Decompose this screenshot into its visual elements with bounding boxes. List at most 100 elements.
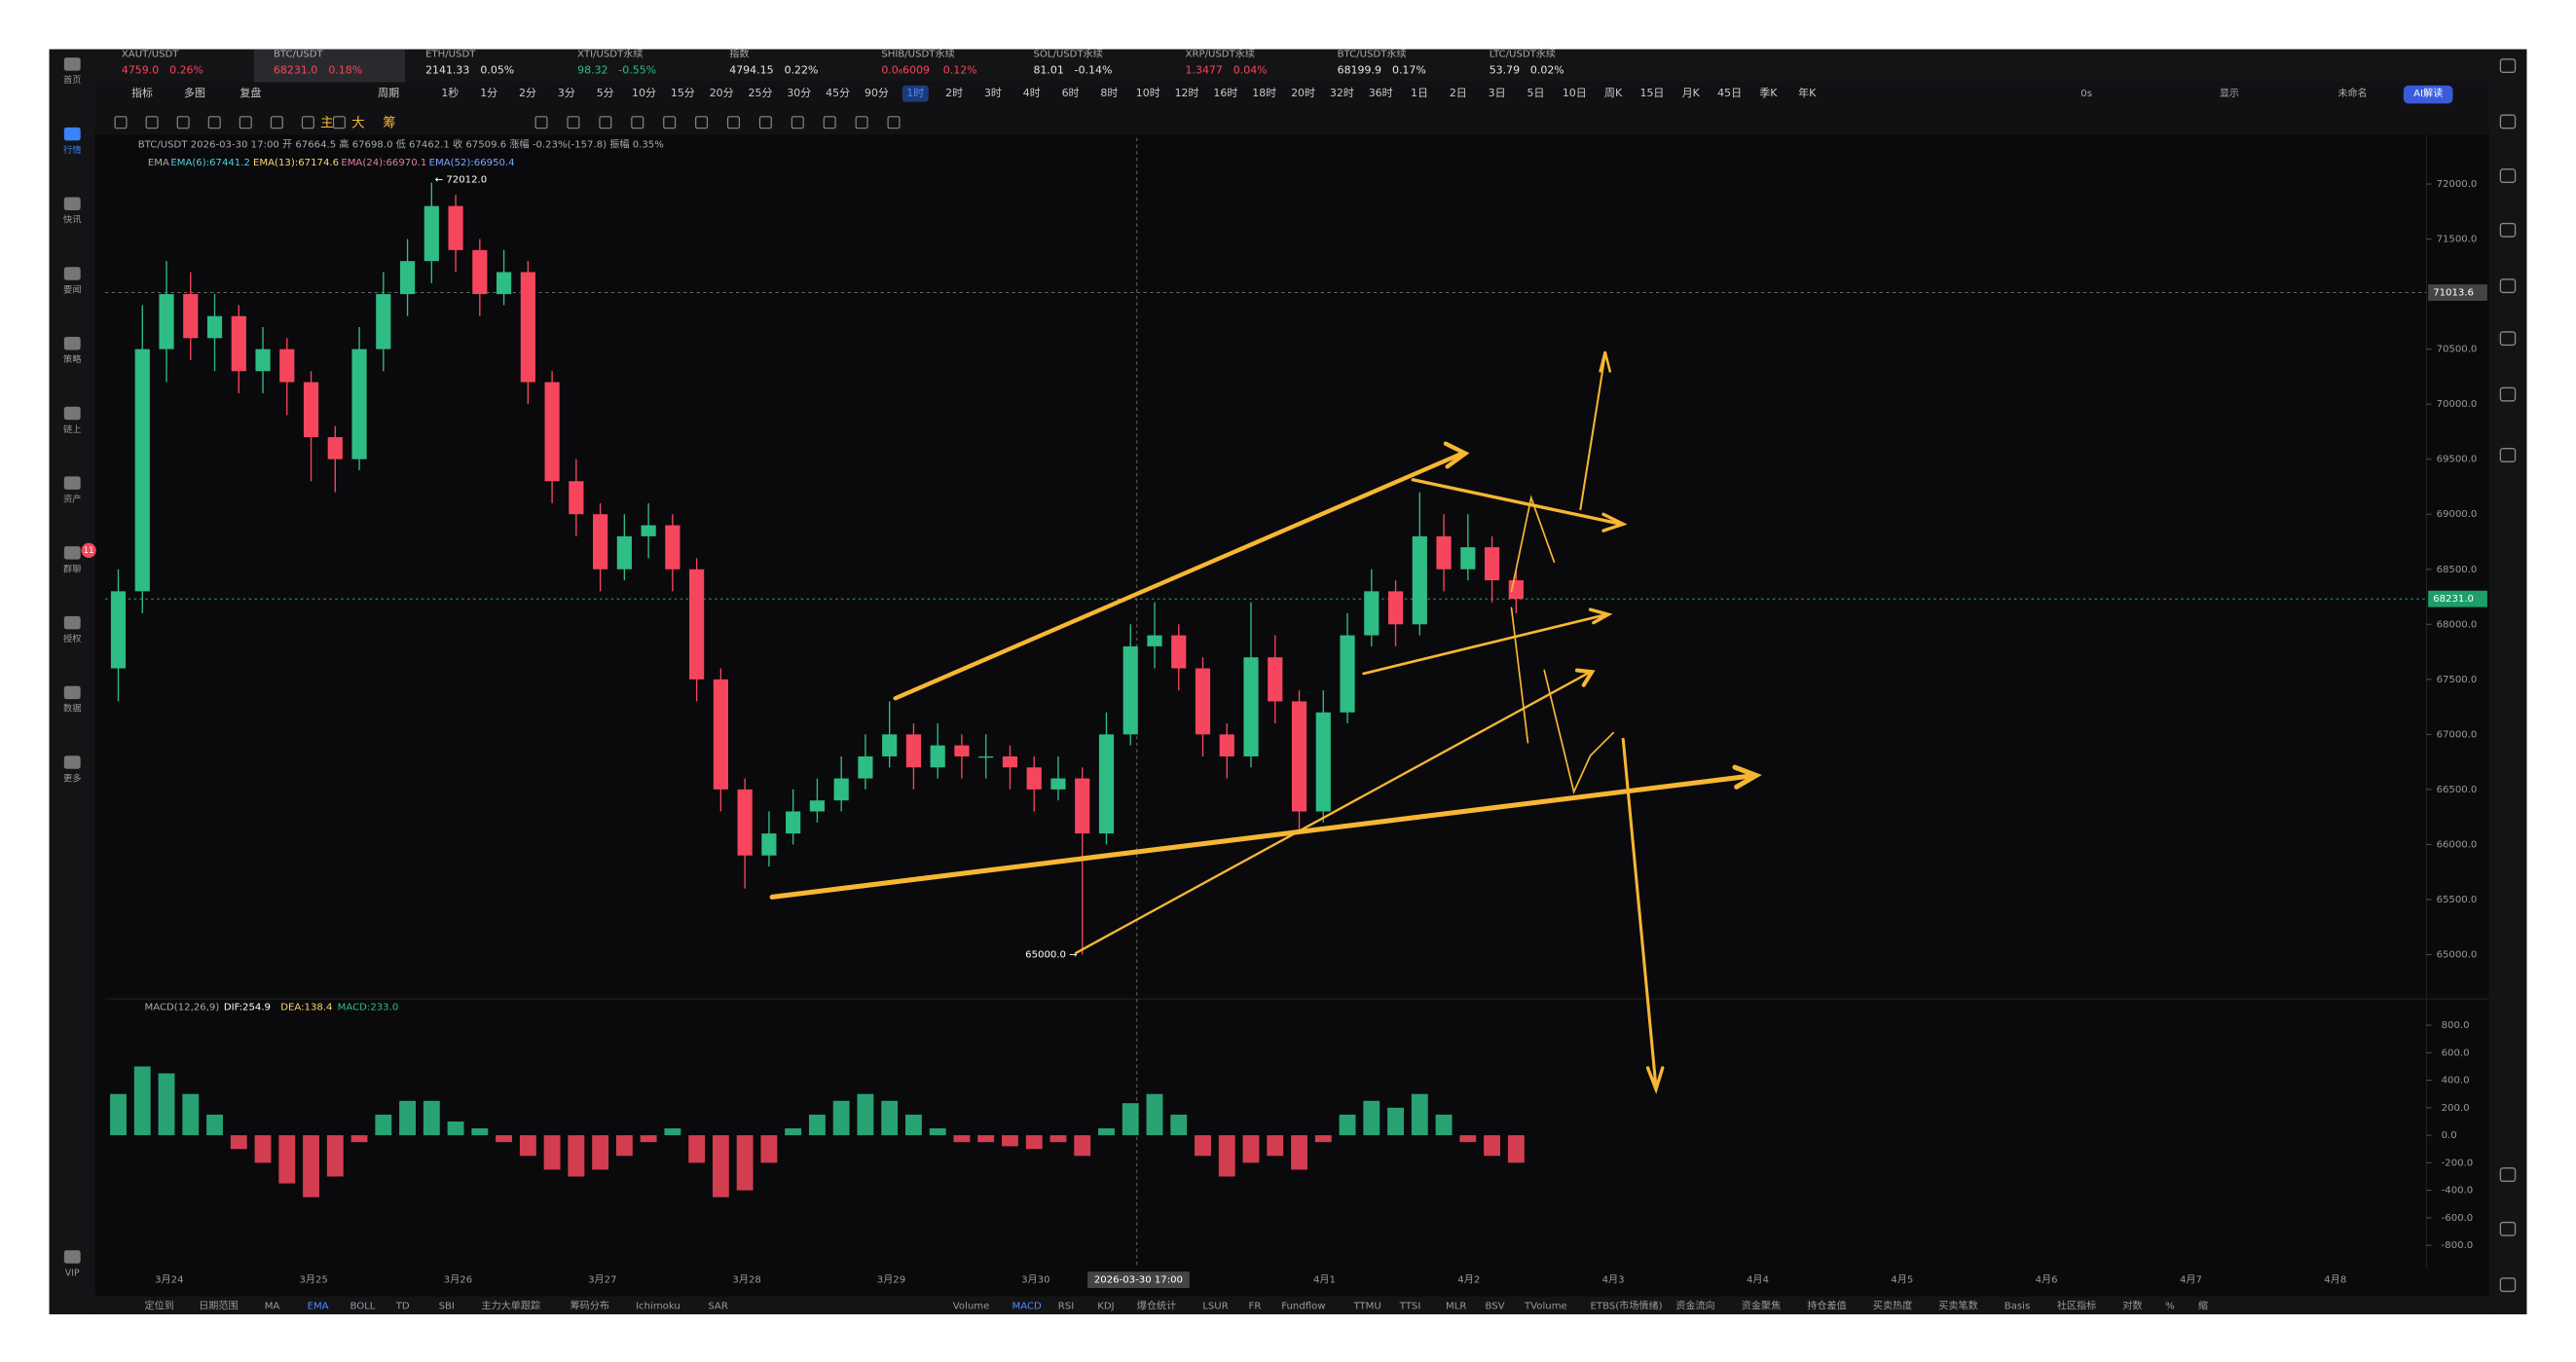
sidebar-icon[interactable] <box>63 685 81 700</box>
period-button[interactable]: 1日 <box>1411 87 1428 99</box>
period-button[interactable]: 1时 <box>906 87 924 99</box>
tool-icon[interactable] <box>2499 222 2517 238</box>
draw-tool[interactable] <box>599 116 612 129</box>
draw-tool[interactable] <box>695 116 709 129</box>
mode-button[interactable]: 筹 <box>383 115 396 131</box>
indicator-tab[interactable]: 社区指标 <box>2057 1300 2096 1312</box>
draw-tool[interactable] <box>663 116 677 129</box>
indicator-tab[interactable]: FR <box>1249 1302 1262 1312</box>
draw-tool[interactable] <box>791 116 804 129</box>
tool-icon[interactable] <box>2499 1277 2517 1293</box>
draw-tool[interactable] <box>332 116 346 129</box>
indicator-tab[interactable]: 日期范围 <box>199 1300 238 1312</box>
indicator-tab[interactable]: RSI <box>1058 1302 1074 1312</box>
ticker-name[interactable]: 指数 <box>729 48 749 60</box>
period-button[interactable]: 6时 <box>1062 87 1080 99</box>
indicator-tab[interactable]: % <box>2165 1302 2175 1312</box>
draw-tool[interactable] <box>207 116 221 129</box>
sidebar-icon[interactable] <box>63 755 81 769</box>
sidebar-icon[interactable] <box>63 476 81 490</box>
period-button[interactable]: 10日 <box>1563 87 1587 99</box>
tool-icon[interactable] <box>2499 114 2517 129</box>
indicator-tab[interactable]: 对数 <box>2122 1300 2142 1312</box>
sidebar-icon[interactable] <box>63 336 81 350</box>
ticker-name[interactable]: LTC/USDT永续 <box>1490 48 1556 60</box>
toolbar-right[interactable]: 显示 <box>2220 88 2239 99</box>
sidebar-icon[interactable] <box>63 1250 81 1264</box>
indicator-tab[interactable]: 资金流向 <box>1675 1300 1714 1312</box>
tool-icon[interactable] <box>2499 168 2517 184</box>
draw-tool[interactable] <box>758 116 772 129</box>
indicator-tab[interactable]: TD <box>395 1302 410 1312</box>
tool-icon[interactable] <box>2499 1167 2517 1183</box>
period-button[interactable]: 1秒 <box>441 86 459 99</box>
tool-icon[interactable] <box>2499 331 2517 347</box>
indicator-tab[interactable]: Fundflow <box>1281 1302 1325 1312</box>
ticker-name[interactable]: XRP/USDT永续 <box>1186 48 1255 60</box>
draw-tool[interactable] <box>270 116 283 129</box>
period-button[interactable]: 90分 <box>865 87 889 99</box>
tool-icon[interactable] <box>2499 1221 2517 1236</box>
toolbar-right[interactable]: 未命名 <box>2337 87 2367 99</box>
indicator-tab[interactable]: BSV <box>1486 1302 1505 1312</box>
indicator-tab[interactable]: 缩 <box>2198 1300 2208 1312</box>
period-button[interactable]: 15分 <box>671 87 695 99</box>
sidebar-icon[interactable] <box>63 197 81 211</box>
tool-icon[interactable] <box>2499 58 2517 73</box>
draw-tool[interactable] <box>823 116 836 129</box>
period-button[interactable]: 2时 <box>945 87 963 99</box>
indicator-tab[interactable]: MACD <box>1012 1302 1043 1312</box>
tool-icon[interactable] <box>2499 387 2517 402</box>
indicator-tab[interactable]: BOLL <box>350 1302 375 1312</box>
indicator-tab[interactable]: 持仓差值 <box>1807 1300 1846 1312</box>
draw-tool[interactable] <box>301 116 314 129</box>
indicator-tab[interactable]: MA <box>265 1302 280 1312</box>
period-button[interactable]: 年K <box>1798 86 1817 99</box>
draw-tool[interactable] <box>887 116 901 129</box>
period-button[interactable]: 10时 <box>1136 87 1160 99</box>
indicator-tab[interactable]: 资金聚焦 <box>1742 1300 1781 1312</box>
mode-button[interactable]: 大 <box>351 116 365 131</box>
ticker-name[interactable]: BTC/USDT <box>274 50 324 60</box>
period-button[interactable]: 10分 <box>632 87 656 99</box>
period-button[interactable]: 2日 <box>1450 87 1467 99</box>
period-button[interactable]: 20分 <box>710 87 734 99</box>
sidebar-icon[interactable] <box>63 57 81 71</box>
indicator-tab[interactable]: TTSI <box>1399 1302 1421 1312</box>
period-button[interactable]: 30分 <box>787 87 811 99</box>
period-button[interactable]: 45日 <box>1717 87 1742 99</box>
ticker-name[interactable]: ETH/USDT <box>425 50 476 60</box>
ticker-name[interactable]: SOL/USDT永续 <box>1033 48 1102 60</box>
toolbar-button[interactable]: 指标 <box>131 86 153 99</box>
draw-tool[interactable] <box>631 116 644 129</box>
indicator-tab[interactable]: 爆仓统计 <box>1137 1300 1176 1312</box>
indicator-tab[interactable]: Volume <box>953 1302 990 1312</box>
sidebar-icon[interactable] <box>63 546 81 560</box>
toolbar-right[interactable]: 0s <box>2080 89 2092 99</box>
draw-tool[interactable] <box>567 116 580 129</box>
ticker-name[interactable]: XAUT/USDT <box>122 50 179 60</box>
period-button[interactable]: 1分 <box>480 87 497 99</box>
toolbar-right[interactable]: AI解读 <box>2413 87 2443 99</box>
period-button[interactable]: 25分 <box>749 87 773 99</box>
period-button[interactable]: 3日 <box>1489 87 1506 99</box>
period-button[interactable]: 20时 <box>1291 87 1315 99</box>
period-button[interactable]: 3分 <box>558 87 575 99</box>
draw-tool[interactable] <box>176 116 190 129</box>
period-button[interactable]: 5日 <box>1527 87 1545 99</box>
ticker-name[interactable]: SHIB/USDT永续 <box>881 48 954 60</box>
period-button[interactable]: 16时 <box>1213 87 1237 99</box>
toolbar-button[interactable]: 周期 <box>378 87 399 99</box>
sidebar-icon[interactable] <box>63 615 81 630</box>
period-button[interactable]: 月K <box>1682 87 1701 99</box>
period-button[interactable]: 18时 <box>1252 87 1276 99</box>
period-button[interactable]: 36时 <box>1369 87 1393 99</box>
indicator-tab[interactable]: LSUR <box>1202 1302 1228 1312</box>
draw-tool[interactable] <box>534 116 548 129</box>
mode-button[interactable]: 主 <box>320 116 334 131</box>
sidebar-icon[interactable] <box>63 406 81 421</box>
indicator-tab[interactable]: KDJ <box>1097 1302 1114 1312</box>
toolbar-button[interactable]: 多图 <box>184 86 205 99</box>
indicator-tab[interactable]: 买卖笔数 <box>1938 1300 1977 1312</box>
ticker-name[interactable]: BTC/USDT永续 <box>1338 48 1407 60</box>
